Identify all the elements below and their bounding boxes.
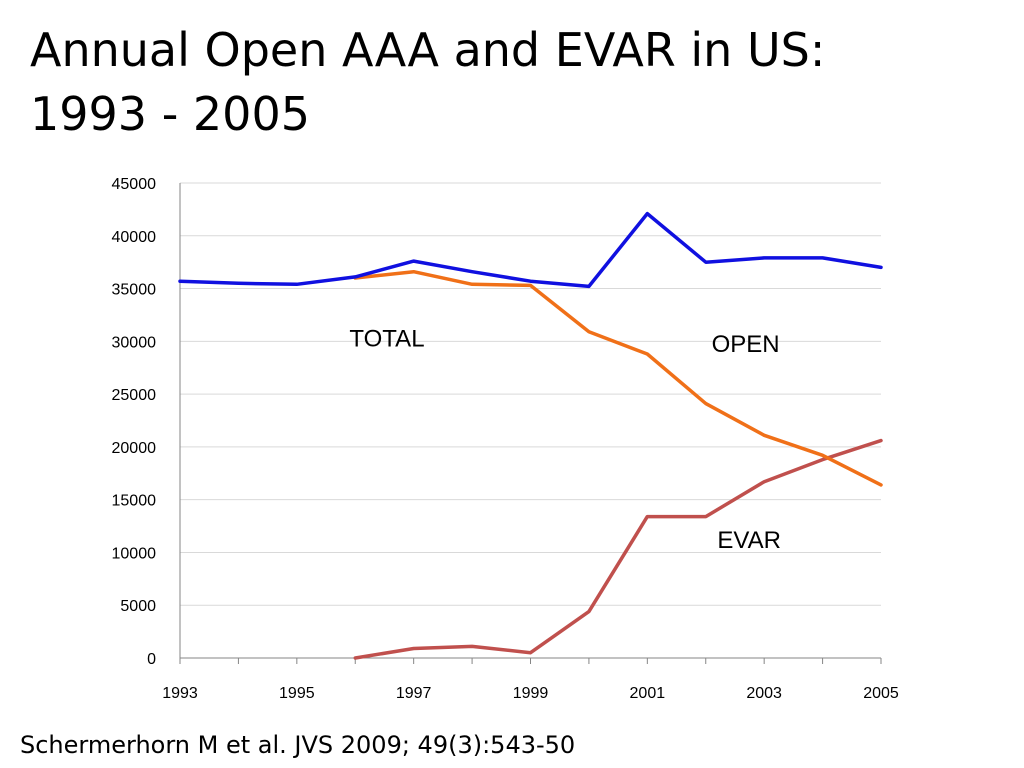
x-tick-labels: 1993 1995 1997 1999 2001 2003 2005 — [162, 685, 899, 702]
y-tick-label-45000: 45000 — [112, 176, 157, 193]
series-annotations: TOTAL OPEN EVAR — [349, 326, 781, 555]
series-line-open — [353, 269, 883, 487]
annotation-total: TOTAL — [349, 326, 424, 353]
y-tick-label-10000: 10000 — [112, 545, 157, 562]
y-tick-label-5000: 5000 — [120, 598, 156, 615]
slide-title-line-2: 1993 - 2005 — [30, 87, 310, 141]
annotation-open: OPEN — [712, 331, 780, 358]
y-tick-labels: 0 5000 10000 15000 20000 25000 30000 35000 40000… — [112, 176, 157, 668]
x-tick-label-2003: 2003 — [746, 685, 782, 702]
slide-title-line-1: Annual Open AAA and EVAR in US: — [30, 23, 826, 77]
annotation-evar: EVAR — [717, 527, 781, 554]
series-line-evar — [353, 438, 883, 660]
x-tick-label-1997: 1997 — [396, 685, 432, 702]
y-tick-label-25000: 25000 — [112, 387, 157, 404]
y-tick-label-20000: 20000 — [112, 440, 157, 457]
series-line-total — [178, 211, 883, 289]
y-tick-label-15000: 15000 — [112, 493, 157, 510]
x-tick-label-1999: 1999 — [513, 685, 549, 702]
x-tick-label-1993: 1993 — [162, 685, 198, 702]
series-lines — [178, 211, 883, 660]
grid-lines — [180, 182, 881, 606]
y-tick-label-40000: 40000 — [112, 229, 157, 246]
slide-title: Annual Open AAA and EVAR in US: 1993 - 2… — [30, 18, 1010, 146]
y-tick-label-0: 0 — [147, 651, 156, 668]
y-tick-label-35000: 35000 — [112, 282, 157, 299]
x-tick-label-2005: 2005 — [863, 685, 899, 702]
x-tick-label-1995: 1995 — [279, 685, 315, 702]
axes — [179, 183, 882, 664]
citation: Schermerhorn M et al. JVS 2009; 49(3):54… — [20, 731, 576, 759]
x-tick-label-2001: 2001 — [630, 685, 666, 702]
y-tick-label-30000: 30000 — [112, 334, 157, 351]
